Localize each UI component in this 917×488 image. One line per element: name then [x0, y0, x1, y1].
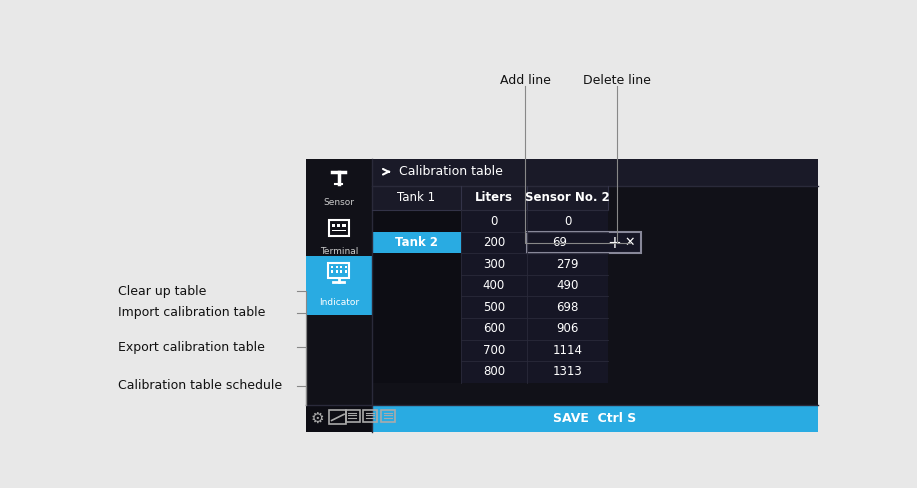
Text: ✕: ✕	[624, 236, 635, 249]
Bar	[372, 361, 461, 383]
Bar	[328, 220, 348, 236]
Text: Sensor No. 2: Sensor No. 2	[525, 191, 610, 204]
Bar	[372, 297, 461, 318]
Bar	[527, 361, 608, 383]
Text: 906: 906	[557, 323, 579, 335]
Text: Clear up table: Clear up table	[118, 285, 207, 298]
Text: 69: 69	[552, 236, 568, 249]
Bar	[372, 318, 461, 340]
Bar	[346, 410, 359, 422]
Bar	[372, 232, 461, 253]
Bar	[527, 232, 641, 253]
Bar	[372, 159, 818, 185]
Text: 279: 279	[557, 258, 579, 271]
Bar	[461, 253, 527, 275]
Bar	[306, 257, 372, 315]
Bar	[331, 265, 333, 268]
Bar	[527, 275, 608, 297]
Bar	[461, 297, 527, 318]
Bar	[332, 229, 346, 231]
Bar	[372, 253, 461, 275]
Bar	[372, 210, 461, 232]
Bar	[461, 318, 527, 340]
Bar	[331, 270, 333, 273]
Bar	[372, 405, 818, 432]
Bar	[527, 297, 608, 318]
Bar	[461, 210, 527, 232]
Bar	[381, 410, 395, 422]
Text: 400: 400	[483, 279, 505, 292]
Bar	[372, 275, 461, 297]
Text: Add line: Add line	[500, 74, 551, 87]
Text: Export calibration table: Export calibration table	[118, 341, 265, 354]
Text: 698: 698	[557, 301, 579, 314]
Bar	[461, 361, 527, 383]
Bar	[342, 224, 346, 227]
Bar	[332, 224, 335, 227]
Bar	[340, 265, 342, 268]
Bar	[340, 270, 342, 273]
Text: 700: 700	[483, 344, 505, 357]
Text: Terminal: Terminal	[320, 246, 359, 256]
Text: 600: 600	[483, 323, 505, 335]
Bar	[345, 265, 348, 268]
Text: Calibration table: Calibration table	[399, 165, 503, 178]
Bar	[329, 410, 347, 424]
Bar	[527, 318, 608, 340]
Bar	[461, 232, 527, 253]
Text: 0: 0	[491, 215, 498, 227]
Text: Indicator: Indicator	[319, 298, 359, 307]
Text: +: +	[608, 234, 622, 252]
Bar	[363, 410, 378, 422]
Bar	[306, 159, 818, 432]
Bar	[337, 224, 340, 227]
Text: 1313: 1313	[553, 366, 582, 379]
Bar	[461, 185, 527, 210]
Text: Delete line: Delete line	[583, 74, 651, 87]
Bar	[527, 210, 608, 232]
Text: Liters: Liters	[475, 191, 513, 204]
Bar	[345, 270, 348, 273]
Text: 0: 0	[564, 215, 571, 227]
Bar	[527, 185, 608, 210]
Bar	[461, 275, 527, 297]
Bar	[372, 340, 461, 361]
Text: Tank 1: Tank 1	[397, 191, 436, 204]
Bar	[306, 159, 372, 432]
Text: Tank 2: Tank 2	[395, 236, 438, 249]
Text: Sensor: Sensor	[324, 198, 355, 207]
Text: 300: 300	[483, 258, 505, 271]
Text: 1114: 1114	[553, 344, 582, 357]
Bar	[306, 405, 818, 432]
Text: 500: 500	[483, 301, 505, 314]
Bar	[461, 340, 527, 361]
Text: 800: 800	[483, 366, 505, 379]
Bar	[336, 265, 337, 268]
Text: 200: 200	[483, 236, 505, 249]
Bar	[372, 159, 818, 432]
Bar	[336, 270, 337, 273]
Text: SAVE  Ctrl S: SAVE Ctrl S	[553, 412, 636, 425]
Bar	[527, 253, 608, 275]
Text: Calibration table schedule: Calibration table schedule	[118, 379, 282, 392]
Text: Import calibration table: Import calibration table	[118, 306, 266, 319]
Bar	[327, 263, 349, 278]
Text: ⚙: ⚙	[310, 411, 324, 426]
Bar	[372, 185, 461, 210]
Text: 490: 490	[557, 279, 579, 292]
Bar	[527, 340, 608, 361]
